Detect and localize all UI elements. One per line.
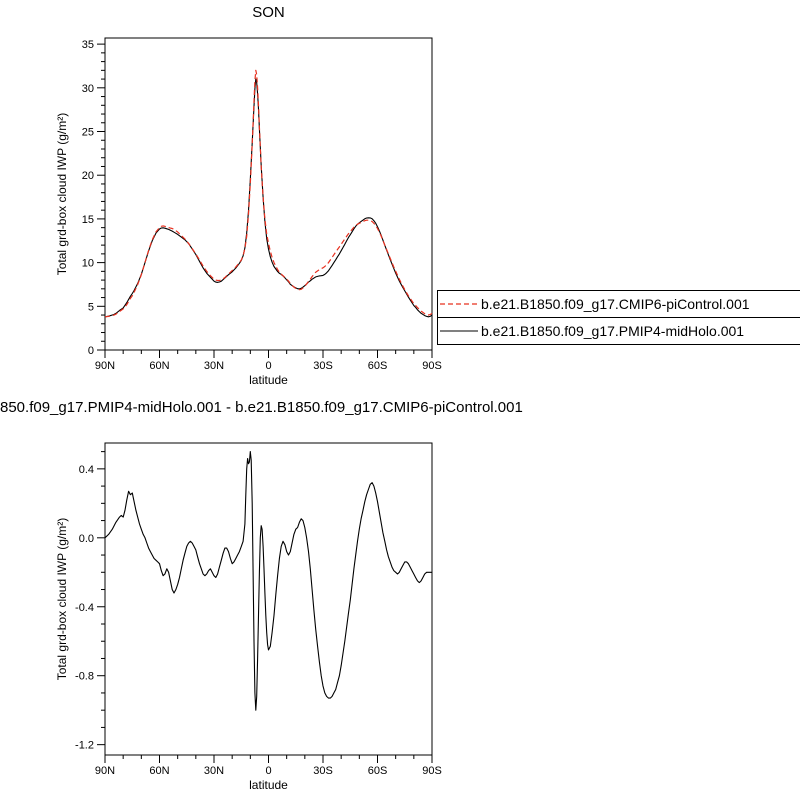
y-axis: -1.2 -0.8 -0.4 0.0 0.4 <box>75 451 105 752</box>
legend-label-midholo: b.e21.B1850.f09_g17.PMIP4-midHolo.001 <box>481 323 745 339</box>
svg-text:90S: 90S <box>422 360 442 372</box>
svg-text:90N: 90N <box>95 765 115 777</box>
svg-text:0: 0 <box>265 360 271 372</box>
x-axis: 90N 60N 30N 0 30S 60S 90S <box>95 350 442 372</box>
top-x-axis-label: latitude <box>249 373 288 387</box>
top-chart-title: SON <box>252 4 285 21</box>
svg-text:90S: 90S <box>422 765 442 777</box>
bottom-x-axis-label: latitude <box>249 778 288 792</box>
legend: b.e21.B1850.f09_g17.CMIP6-piControl.001 … <box>437 290 800 345</box>
svg-text:30: 30 <box>82 83 94 95</box>
svg-text:-1.2: -1.2 <box>75 740 94 752</box>
svg-text:60N: 60N <box>149 360 169 372</box>
svg-text:-0.4: -0.4 <box>75 602 94 614</box>
y-axis: 0 5 10 15 20 25 30 35 <box>82 39 105 357</box>
svg-text:0.4: 0.4 <box>79 464 94 476</box>
x-axis: 90N 60N 30N 0 30S 60S 90S <box>95 755 442 777</box>
svg-text:30N: 30N <box>204 360 224 372</box>
svg-text:30S: 30S <box>313 765 333 777</box>
legend-entry-picontrol: b.e21.B1850.f09_g17.CMIP6-piControl.001 <box>438 291 800 317</box>
legend-label-picontrol: b.e21.B1850.f09_g17.CMIP6-piControl.001 <box>481 296 750 312</box>
svg-text:60S: 60S <box>368 360 388 372</box>
plot-frame <box>104 442 433 756</box>
svg-text:25: 25 <box>82 127 94 139</box>
svg-text:20: 20 <box>82 170 94 182</box>
svg-text:0.0: 0.0 <box>79 533 94 545</box>
series-lines <box>104 451 432 711</box>
svg-text:5: 5 <box>88 301 94 313</box>
series-lines <box>104 69 433 318</box>
svg-text:90N: 90N <box>95 360 115 372</box>
svg-text:10: 10 <box>82 258 94 270</box>
top-chart: 90N 60N 30N 0 30S 60S 90S 0 5 10 15 20 25 30 35 <box>82 37 442 372</box>
svg-text:30S: 30S <box>313 360 333 372</box>
svg-text:30N: 30N <box>204 765 224 777</box>
legend-entry-midholo: b.e21.B1850.f09_g17.PMIP4-midHolo.001 <box>438 317 800 344</box>
bottom-chart: 90N 60N 30N 0 30S 60S 90S -1.2 -0.8 -0.4 0.0 0.4 <box>75 442 442 777</box>
svg-text:35: 35 <box>82 39 94 51</box>
svg-text:0: 0 <box>88 345 94 357</box>
series-line <box>104 451 432 711</box>
svg-text:0: 0 <box>265 765 271 777</box>
series-line <box>104 69 433 318</box>
red-dashed-line-sample <box>440 303 478 305</box>
svg-text:60N: 60N <box>149 765 169 777</box>
svg-text:-0.8: -0.8 <box>75 671 94 683</box>
svg-text:60S: 60S <box>368 765 388 777</box>
plot-frame <box>104 37 433 351</box>
top-y-axis-label: Total grd-box cloud IWP (g/m²) <box>55 112 69 276</box>
svg-text:15: 15 <box>82 214 94 226</box>
bottom-chart-title: 850.f09_g17.PMIP4-midHolo.001 - b.e21.B1… <box>0 399 523 416</box>
black-solid-line-sample <box>440 330 478 332</box>
series-line <box>104 78 433 318</box>
bottom-y-axis-label: Total grd-box cloud IWP (g/m²) <box>55 517 69 681</box>
